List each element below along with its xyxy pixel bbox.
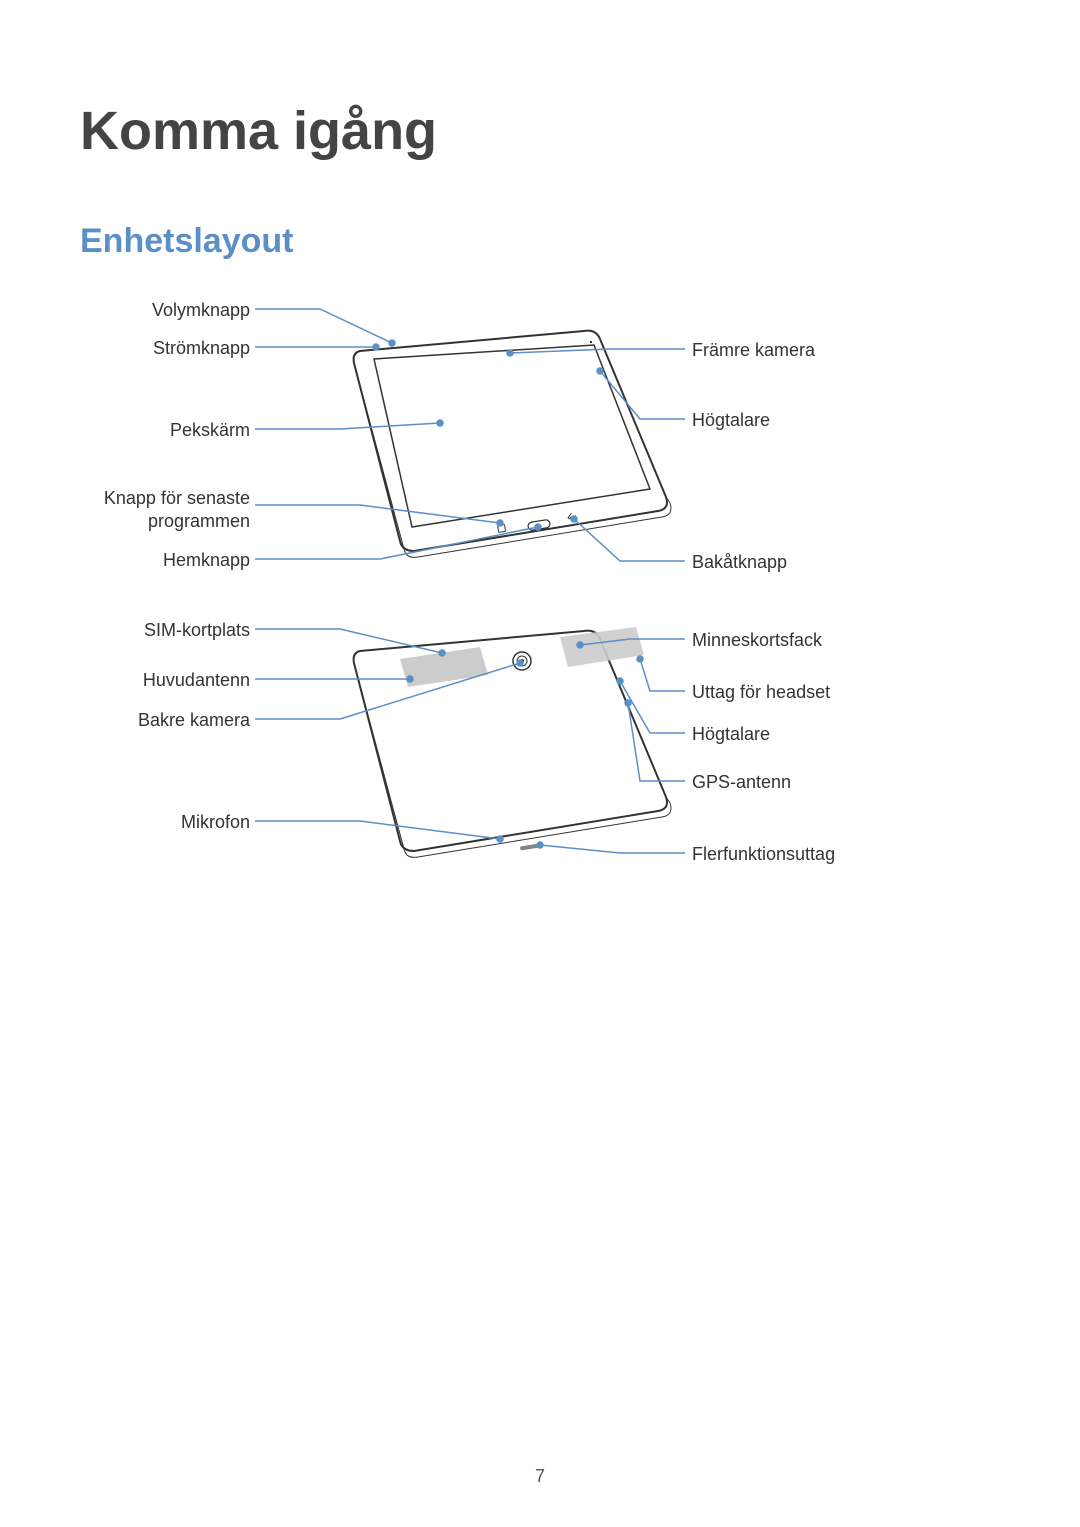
label-huvudantenn: Huvudantenn bbox=[143, 669, 250, 692]
label-minneskortsfack: Minneskortsfack bbox=[692, 629, 822, 652]
label-volymknapp: Volymknapp bbox=[152, 299, 250, 322]
page-number: 7 bbox=[0, 1466, 1080, 1487]
label-bakre-kamera: Bakre kamera bbox=[138, 709, 250, 732]
label-pekskarm: Pekskärm bbox=[170, 419, 250, 442]
label-bakatknapp: Bakåtknapp bbox=[692, 551, 787, 574]
label-sim-kortplats: SIM-kortplats bbox=[144, 619, 250, 642]
device-layout-diagram: Volymknapp Strömknapp Pekskärm Knapp för… bbox=[80, 291, 1000, 911]
label-stromknapp: Strömknapp bbox=[153, 337, 250, 360]
label-mikrofon: Mikrofon bbox=[181, 811, 250, 834]
label-hogtalare-2: Högtalare bbox=[692, 723, 770, 746]
label-flerfunktionsuttag: Flerfunktionsuttag bbox=[692, 843, 835, 866]
label-hemknapp: Hemknapp bbox=[163, 549, 250, 572]
label-framre-kamera: Främre kamera bbox=[692, 339, 815, 362]
label-gps-antenn: GPS-antenn bbox=[692, 771, 791, 794]
page-title: Komma igång bbox=[80, 100, 1000, 162]
label-uttag-headset: Uttag för headset bbox=[692, 681, 830, 704]
section-subtitle: Enhetslayout bbox=[80, 222, 1000, 261]
label-knapp-senaste: Knapp för senaste programmen bbox=[104, 487, 250, 534]
label-hogtalare-1: Högtalare bbox=[692, 409, 770, 432]
